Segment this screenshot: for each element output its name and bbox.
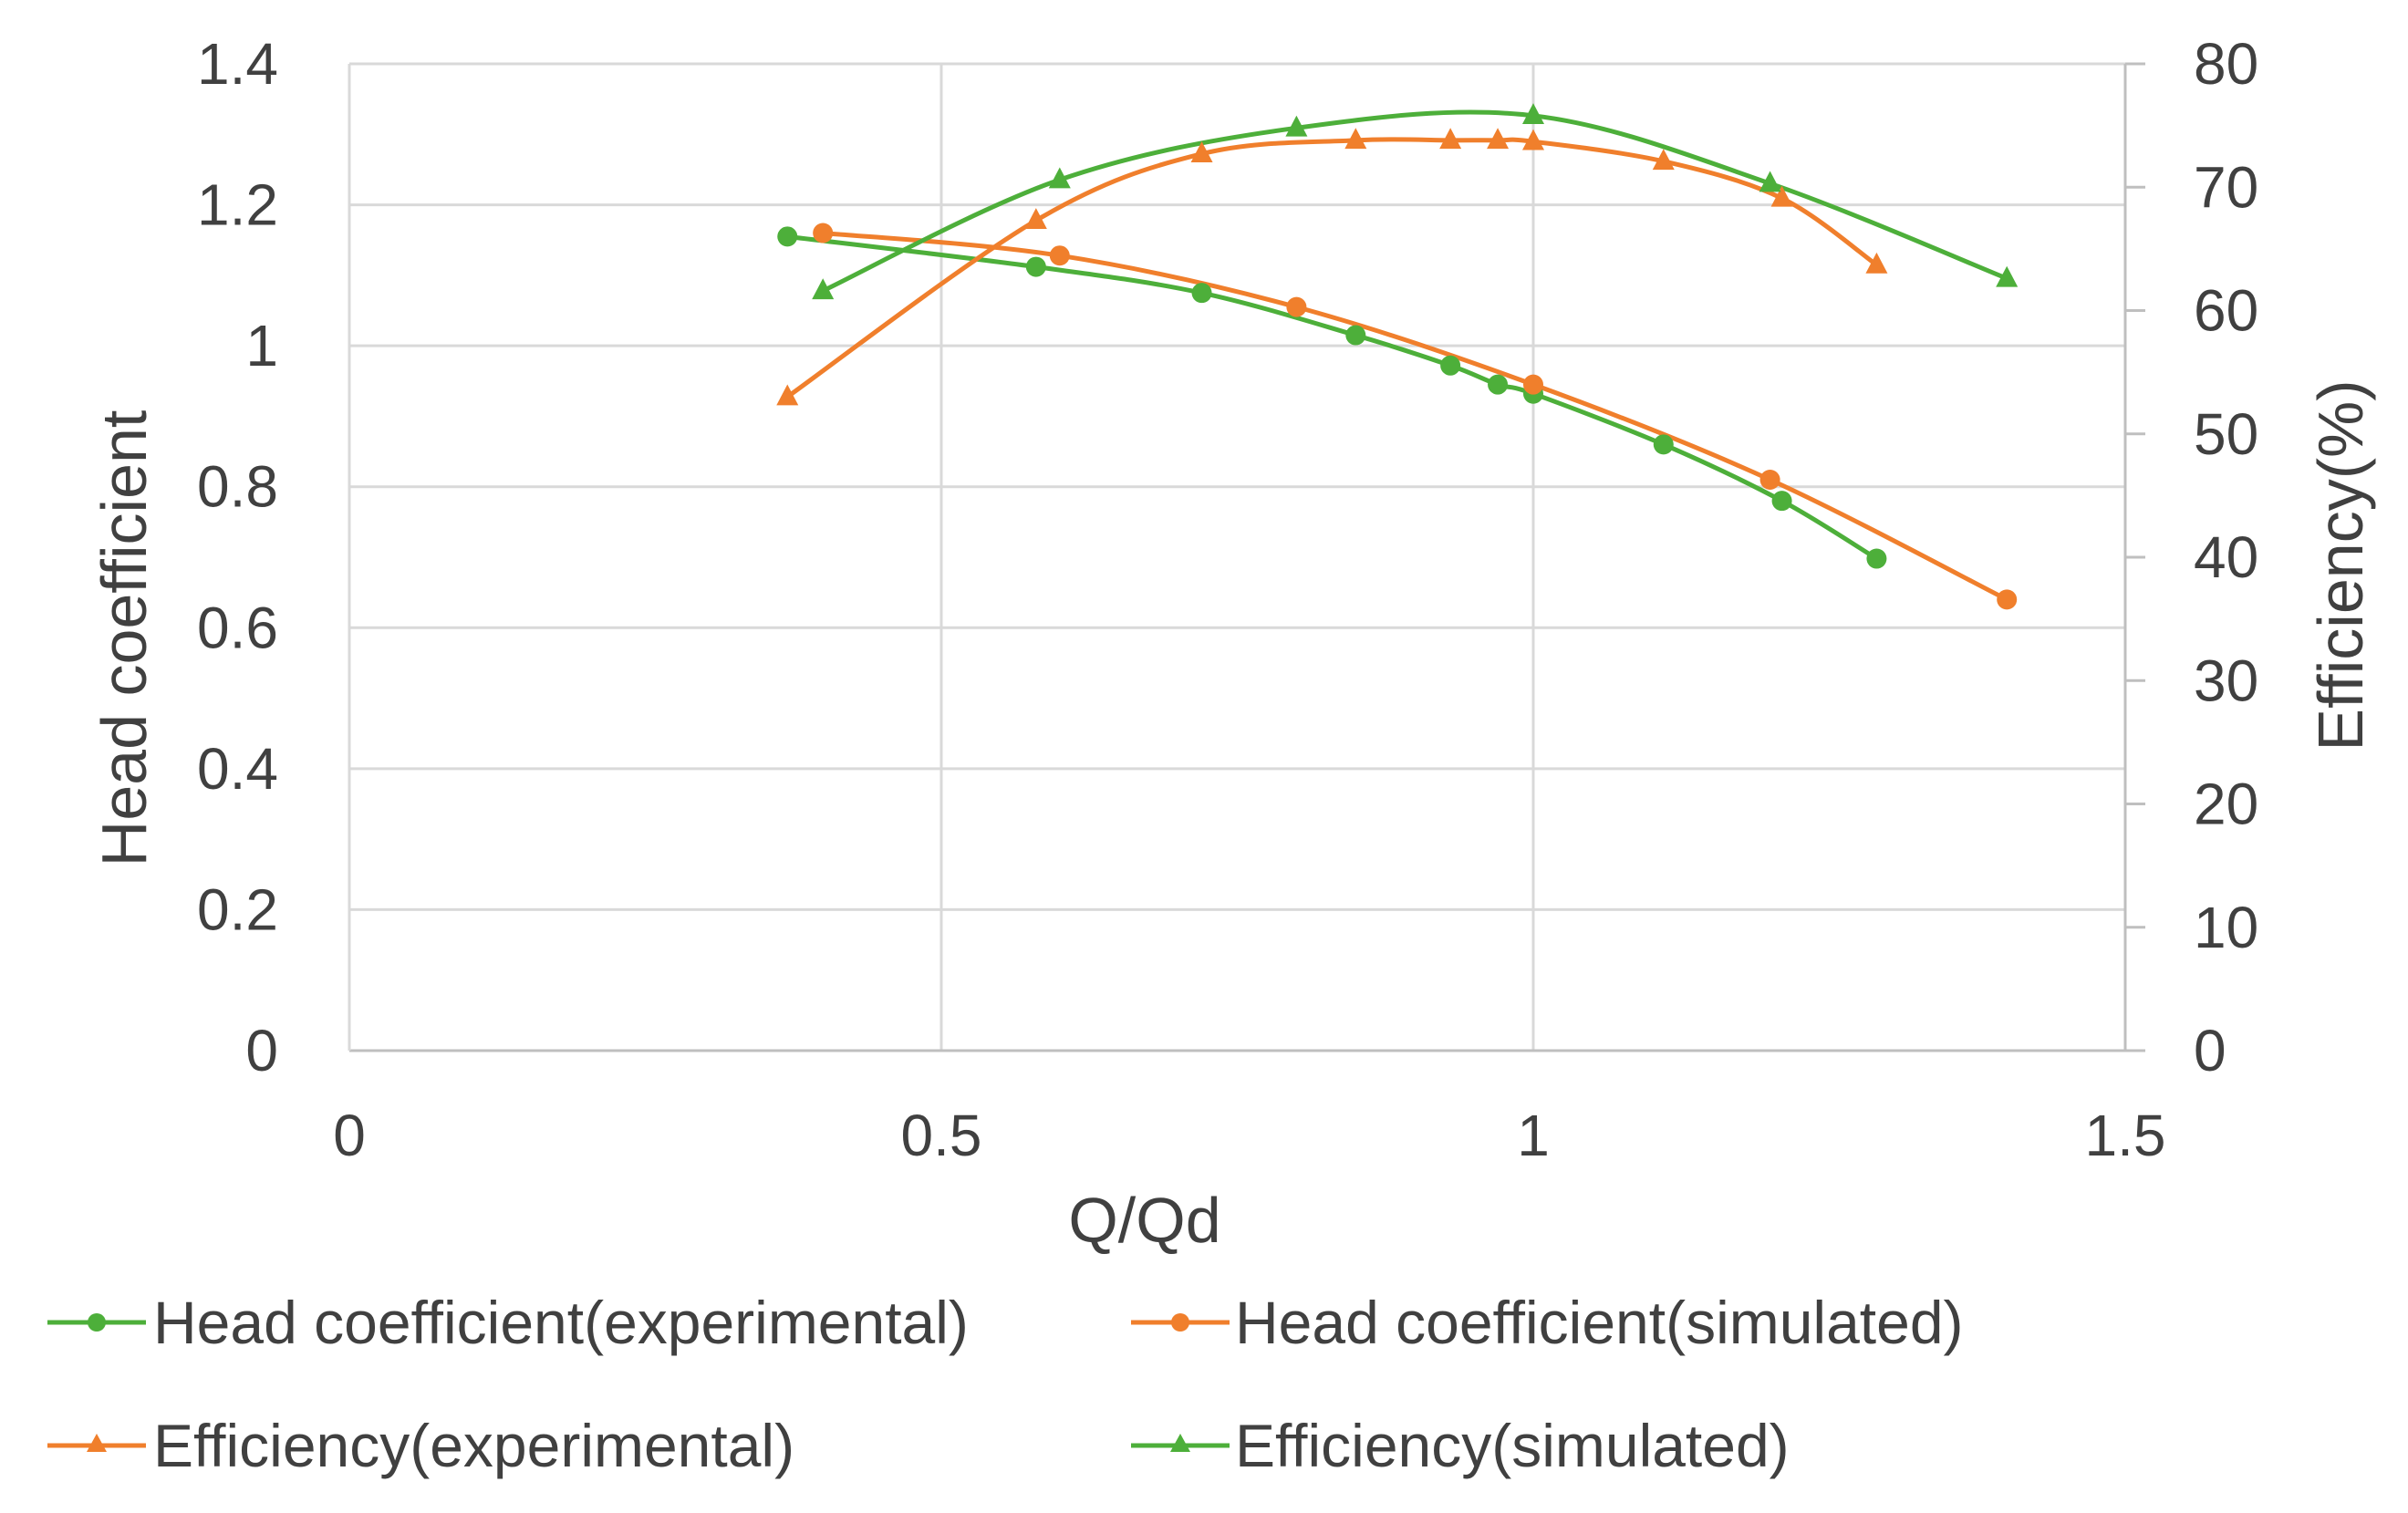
legend-marker: [88, 1313, 106, 1332]
y2-axis-title: Efficiency(%): [2305, 379, 2376, 751]
legend-label: Efficiency(simulated): [1235, 1412, 1790, 1479]
data-point[interactable]: [1759, 469, 1780, 490]
x-axis-title: Q/Qd: [1068, 1185, 1220, 1256]
y2-tick-label: 20: [2194, 772, 2258, 837]
legend-label: Head coefficient(experimental): [153, 1289, 969, 1356]
y-tick-label: 0: [245, 1018, 278, 1083]
y-tick-label: 0.2: [197, 876, 278, 942]
y2-tick-label: 10: [2194, 895, 2258, 960]
y-tick-label: 0.4: [197, 736, 278, 802]
series-lines: [785, 109, 2008, 602]
data-point[interactable]: [1653, 434, 1674, 455]
data-point[interactable]: [1487, 128, 1510, 150]
grid: [349, 62, 2127, 1051]
legend-marker: [87, 1434, 107, 1452]
legend-label: Efficiency(experimental): [153, 1412, 794, 1479]
y2-tick-label: 30: [2194, 648, 2258, 713]
data-point[interactable]: [777, 226, 798, 247]
y2-tick-label: 0: [2194, 1018, 2226, 1083]
legend-marker: [1170, 1434, 1190, 1452]
y2-tick-label: 80: [2194, 31, 2258, 97]
data-point[interactable]: [1997, 589, 2018, 610]
series-markers: [776, 103, 2019, 610]
data-point[interactable]: [776, 384, 799, 406]
x-tick-label: 0.5: [901, 1103, 982, 1168]
y2-tick-label: 40: [2194, 524, 2258, 590]
data-point[interactable]: [1024, 208, 1047, 230]
data-point[interactable]: [1523, 374, 1543, 395]
data-point[interactable]: [812, 278, 835, 300]
data-point[interactable]: [1439, 128, 1462, 150]
y-tick-label: 1.4: [197, 31, 278, 97]
data-point[interactable]: [1866, 548, 1887, 569]
data-point[interactable]: [1865, 252, 1888, 274]
y2-tick-label: 50: [2194, 401, 2258, 467]
legend-label: Head coefficient(simulated): [1235, 1289, 1964, 1356]
axes: [348, 62, 2145, 1052]
data-point[interactable]: [1522, 129, 1544, 150]
y-tick-label: 0.6: [197, 595, 278, 660]
legend-item-head-exp[interactable]: Head coefficient(experimental): [47, 1289, 969, 1356]
legend-marker: [1171, 1313, 1189, 1332]
data-point[interactable]: [1285, 115, 1308, 137]
series-line-2: [785, 137, 1878, 399]
y2-tick-label: 60: [2194, 278, 2258, 344]
y-axis-title: Head coefficient: [88, 410, 160, 867]
data-point[interactable]: [1048, 167, 1071, 189]
data-point[interactable]: [1522, 103, 1544, 125]
series-line-1: [822, 230, 2008, 602]
legend-item-eff-sim[interactable]: Efficiency(simulated): [1131, 1412, 1790, 1479]
y-tick-label: 1: [245, 313, 278, 378]
data-point[interactable]: [1286, 296, 1307, 317]
x-tick-label: 1: [1517, 1103, 1550, 1168]
data-point[interactable]: [1345, 325, 1366, 346]
data-point[interactable]: [1049, 245, 1070, 266]
series-line-3: [822, 109, 2008, 294]
x-tick-label: 1.5: [2085, 1103, 2166, 1168]
data-point[interactable]: [1996, 265, 2019, 287]
legend-item-head-sim[interactable]: Head coefficient(simulated): [1131, 1289, 1964, 1356]
y2-tick-label: 70: [2194, 154, 2258, 220]
data-point[interactable]: [1771, 491, 1792, 512]
series-line-0: [786, 233, 1878, 561]
data-point[interactable]: [1770, 185, 1793, 207]
y-tick-label: 0.8: [197, 454, 278, 520]
legend: Head coefficient(experimental) Head coef…: [47, 1289, 1964, 1479]
y-tick-label: 1.2: [197, 172, 278, 238]
data-point[interactable]: [1344, 128, 1367, 150]
data-point[interactable]: [1025, 256, 1046, 277]
data-point[interactable]: [813, 223, 834, 244]
data-point[interactable]: [1190, 141, 1213, 162]
legend-item-eff-exp[interactable]: Efficiency(experimental): [47, 1412, 794, 1479]
tick-labels: 0 0.2 0.4 0.6 0.8 1 1.2 1.4 0 0.5 1 1.5 0 10 20 30 40 50 6…: [197, 31, 2258, 1168]
data-point[interactable]: [1652, 149, 1675, 171]
data-point[interactable]: [1440, 355, 1461, 376]
data-point[interactable]: [1488, 374, 1509, 395]
data-point[interactable]: [1191, 283, 1212, 304]
data-point[interactable]: [1759, 171, 1781, 192]
x-tick-label: 0: [333, 1103, 366, 1168]
